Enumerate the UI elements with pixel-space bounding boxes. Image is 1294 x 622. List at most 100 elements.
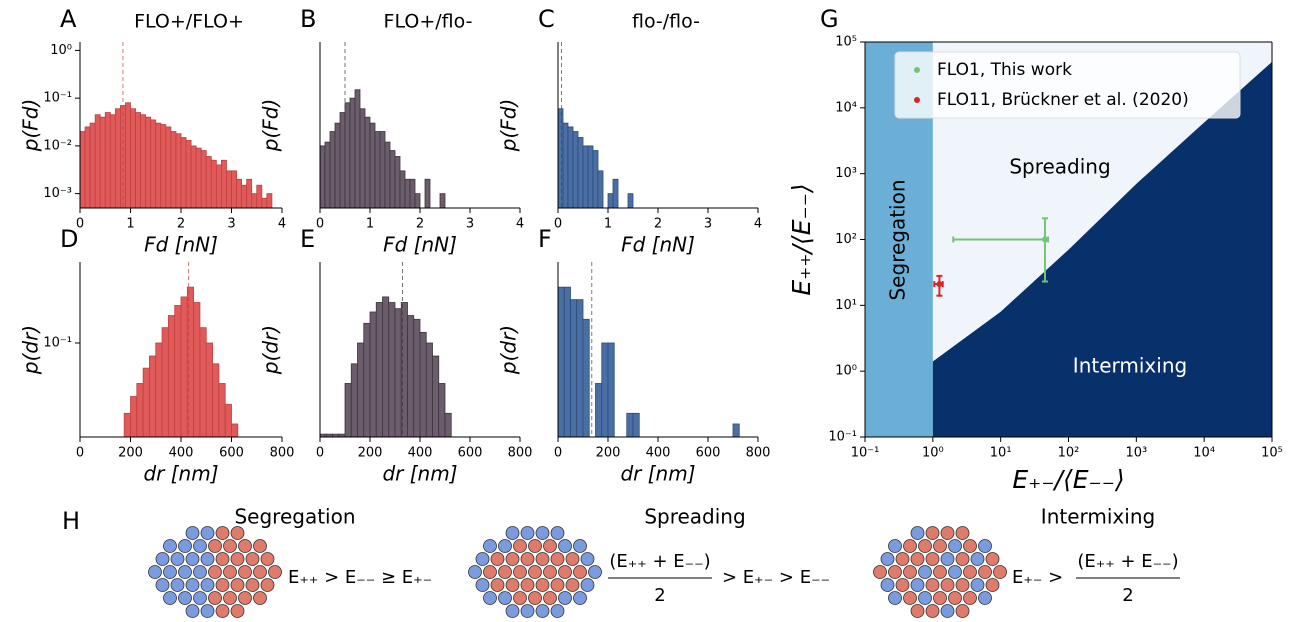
cell <box>178 591 192 605</box>
bar <box>582 145 589 209</box>
scheme-title: Intermixing <box>1041 505 1155 529</box>
legend-label: FLO1, This work <box>937 60 1072 80</box>
bar <box>432 355 440 438</box>
cell <box>483 565 497 579</box>
cell <box>148 565 162 579</box>
x-tick-label: 2 <box>177 217 185 232</box>
bar <box>394 308 402 438</box>
bar <box>114 108 121 209</box>
y-tick-label: 10⁻¹ <box>43 335 72 350</box>
cell <box>230 552 245 566</box>
cell <box>985 578 1000 592</box>
cell <box>223 565 237 579</box>
bar <box>200 150 207 209</box>
bar <box>205 156 212 209</box>
x-tick-label: 3 <box>704 217 712 232</box>
cell <box>580 552 595 566</box>
panel-label: G <box>820 5 839 33</box>
cell <box>520 526 535 540</box>
bar <box>130 396 138 438</box>
cell <box>170 552 185 566</box>
bar <box>266 193 273 209</box>
cell <box>948 539 962 553</box>
condition: E₊₊ > E₋₋ ≥ E₊₋ <box>288 567 432 588</box>
cell <box>558 565 572 579</box>
x-tick-label: 800 <box>270 446 295 461</box>
panel-label: B <box>300 5 316 33</box>
bar <box>167 315 176 438</box>
denominator: 2 <box>654 585 665 606</box>
y-tick-label: 10¹ <box>835 298 857 313</box>
cell <box>880 578 895 592</box>
x-tick-label: 10² <box>1058 446 1080 461</box>
point <box>1041 236 1048 243</box>
cell <box>193 565 207 579</box>
bar <box>256 184 263 209</box>
cell <box>185 578 200 592</box>
x-tick-label: 1 <box>366 217 374 232</box>
cell <box>155 552 170 566</box>
cell <box>528 565 542 579</box>
x-tick-label: 4 <box>278 217 286 232</box>
legend-box <box>894 51 1241 119</box>
cell <box>260 578 275 592</box>
bar <box>557 108 564 209</box>
cell <box>880 552 895 566</box>
x-tick-label: 0 <box>554 217 562 232</box>
cell <box>193 591 207 605</box>
y-tick-label: 10² <box>835 232 857 247</box>
region-label: Spreading <box>1009 155 1110 179</box>
cell <box>498 539 512 553</box>
cell <box>513 565 527 579</box>
bar <box>627 193 634 209</box>
bar <box>94 114 101 209</box>
cell <box>955 552 970 566</box>
x-tick-label: 1 <box>126 217 134 232</box>
x-axis-label: E₊₋/⟨E₋₋⟩ <box>1012 465 1124 494</box>
cell <box>925 552 940 566</box>
cell <box>535 578 550 592</box>
bar <box>212 363 220 438</box>
cell <box>948 565 962 579</box>
bar <box>231 423 239 438</box>
cell <box>163 591 177 605</box>
bar <box>344 102 351 209</box>
bar <box>251 193 258 209</box>
x-tick-label: 600 <box>458 446 483 461</box>
bar <box>175 133 182 209</box>
x-tick-label: 10⁻¹ <box>851 446 880 461</box>
cell <box>558 591 572 605</box>
condition: E₊₋ > <box>1012 567 1063 588</box>
cell <box>268 565 282 579</box>
x-tick-label: 10⁵ <box>1261 446 1283 461</box>
x-axis-label: Fd [nN] <box>621 233 695 257</box>
cell <box>573 565 587 579</box>
y-axis-label: p(dr) <box>19 325 43 375</box>
cell <box>888 591 902 605</box>
cell <box>955 604 970 618</box>
cell <box>903 565 917 579</box>
bar <box>170 131 177 209</box>
bar <box>344 383 352 438</box>
cell <box>215 604 230 618</box>
cell <box>535 552 550 566</box>
y-tick-label: 10⁴ <box>835 100 857 115</box>
cell <box>528 539 542 553</box>
bar <box>224 403 232 438</box>
cell <box>230 526 245 540</box>
cell <box>940 604 955 618</box>
bar <box>220 159 227 209</box>
bar <box>149 355 157 438</box>
bar <box>349 97 356 209</box>
cell <box>490 578 505 592</box>
bar <box>155 122 162 209</box>
cell <box>948 591 962 605</box>
bar <box>89 122 96 209</box>
cell <box>925 526 940 540</box>
cell <box>918 591 932 605</box>
bar <box>210 159 217 209</box>
numerator: (E₊₊ + E₋₋) <box>609 551 710 572</box>
legend-label: FLO11, Brückner et al. (2020) <box>937 90 1189 110</box>
x-tick-label: 2 <box>654 217 662 232</box>
bar <box>732 423 740 438</box>
